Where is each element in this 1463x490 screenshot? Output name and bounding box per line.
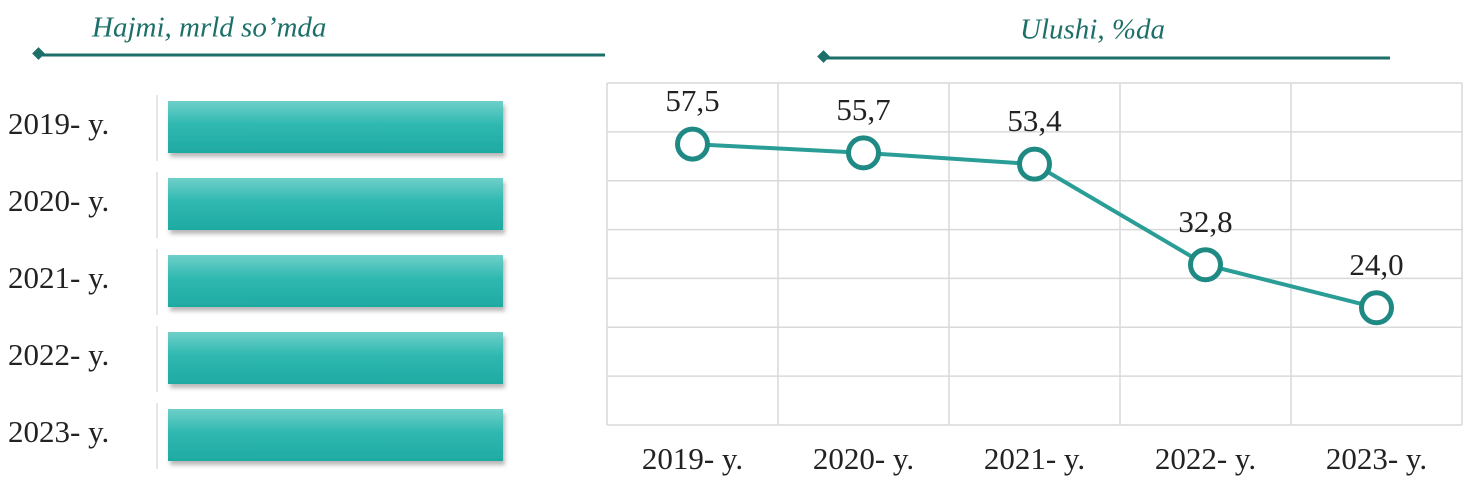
row-box bbox=[168, 101, 503, 153]
x-tick-label: 2020- y. bbox=[813, 441, 914, 476]
data-point bbox=[1017, 146, 1052, 182]
row-label: 2023- y. bbox=[8, 414, 109, 449]
row-label: 2022- y. bbox=[8, 337, 109, 372]
row-label: 2021- y. bbox=[8, 260, 109, 295]
row-label: 2019- y. bbox=[8, 106, 109, 141]
chart-title: Ulushi, %da bbox=[1020, 14, 1165, 46]
data-label: 55,7 bbox=[836, 92, 890, 127]
data-label: 57,5 bbox=[665, 83, 719, 118]
x-tick-label: 2023- y. bbox=[1326, 441, 1427, 476]
data-point bbox=[675, 126, 710, 162]
row-box bbox=[168, 332, 503, 384]
x-tick-label: 2022- y. bbox=[1155, 441, 1256, 476]
row-box bbox=[168, 178, 503, 230]
x-tick-label: 2021- y. bbox=[984, 441, 1085, 476]
data-point bbox=[1188, 247, 1223, 283]
row-box bbox=[168, 255, 503, 307]
rule-diamond bbox=[817, 50, 830, 63]
data-label: 53,4 bbox=[1007, 103, 1062, 138]
rule-diamond bbox=[32, 47, 45, 60]
data-point bbox=[846, 135, 881, 171]
row-label: 2020- y. bbox=[8, 183, 109, 218]
data-label: 24,0 bbox=[1349, 247, 1403, 282]
row-box bbox=[168, 409, 503, 461]
x-tick-label: 2019- y. bbox=[642, 441, 743, 476]
data-point bbox=[1359, 290, 1394, 326]
data-label: 32,8 bbox=[1178, 204, 1232, 239]
left-title: Hajmi, mrld so’mda bbox=[91, 12, 326, 44]
